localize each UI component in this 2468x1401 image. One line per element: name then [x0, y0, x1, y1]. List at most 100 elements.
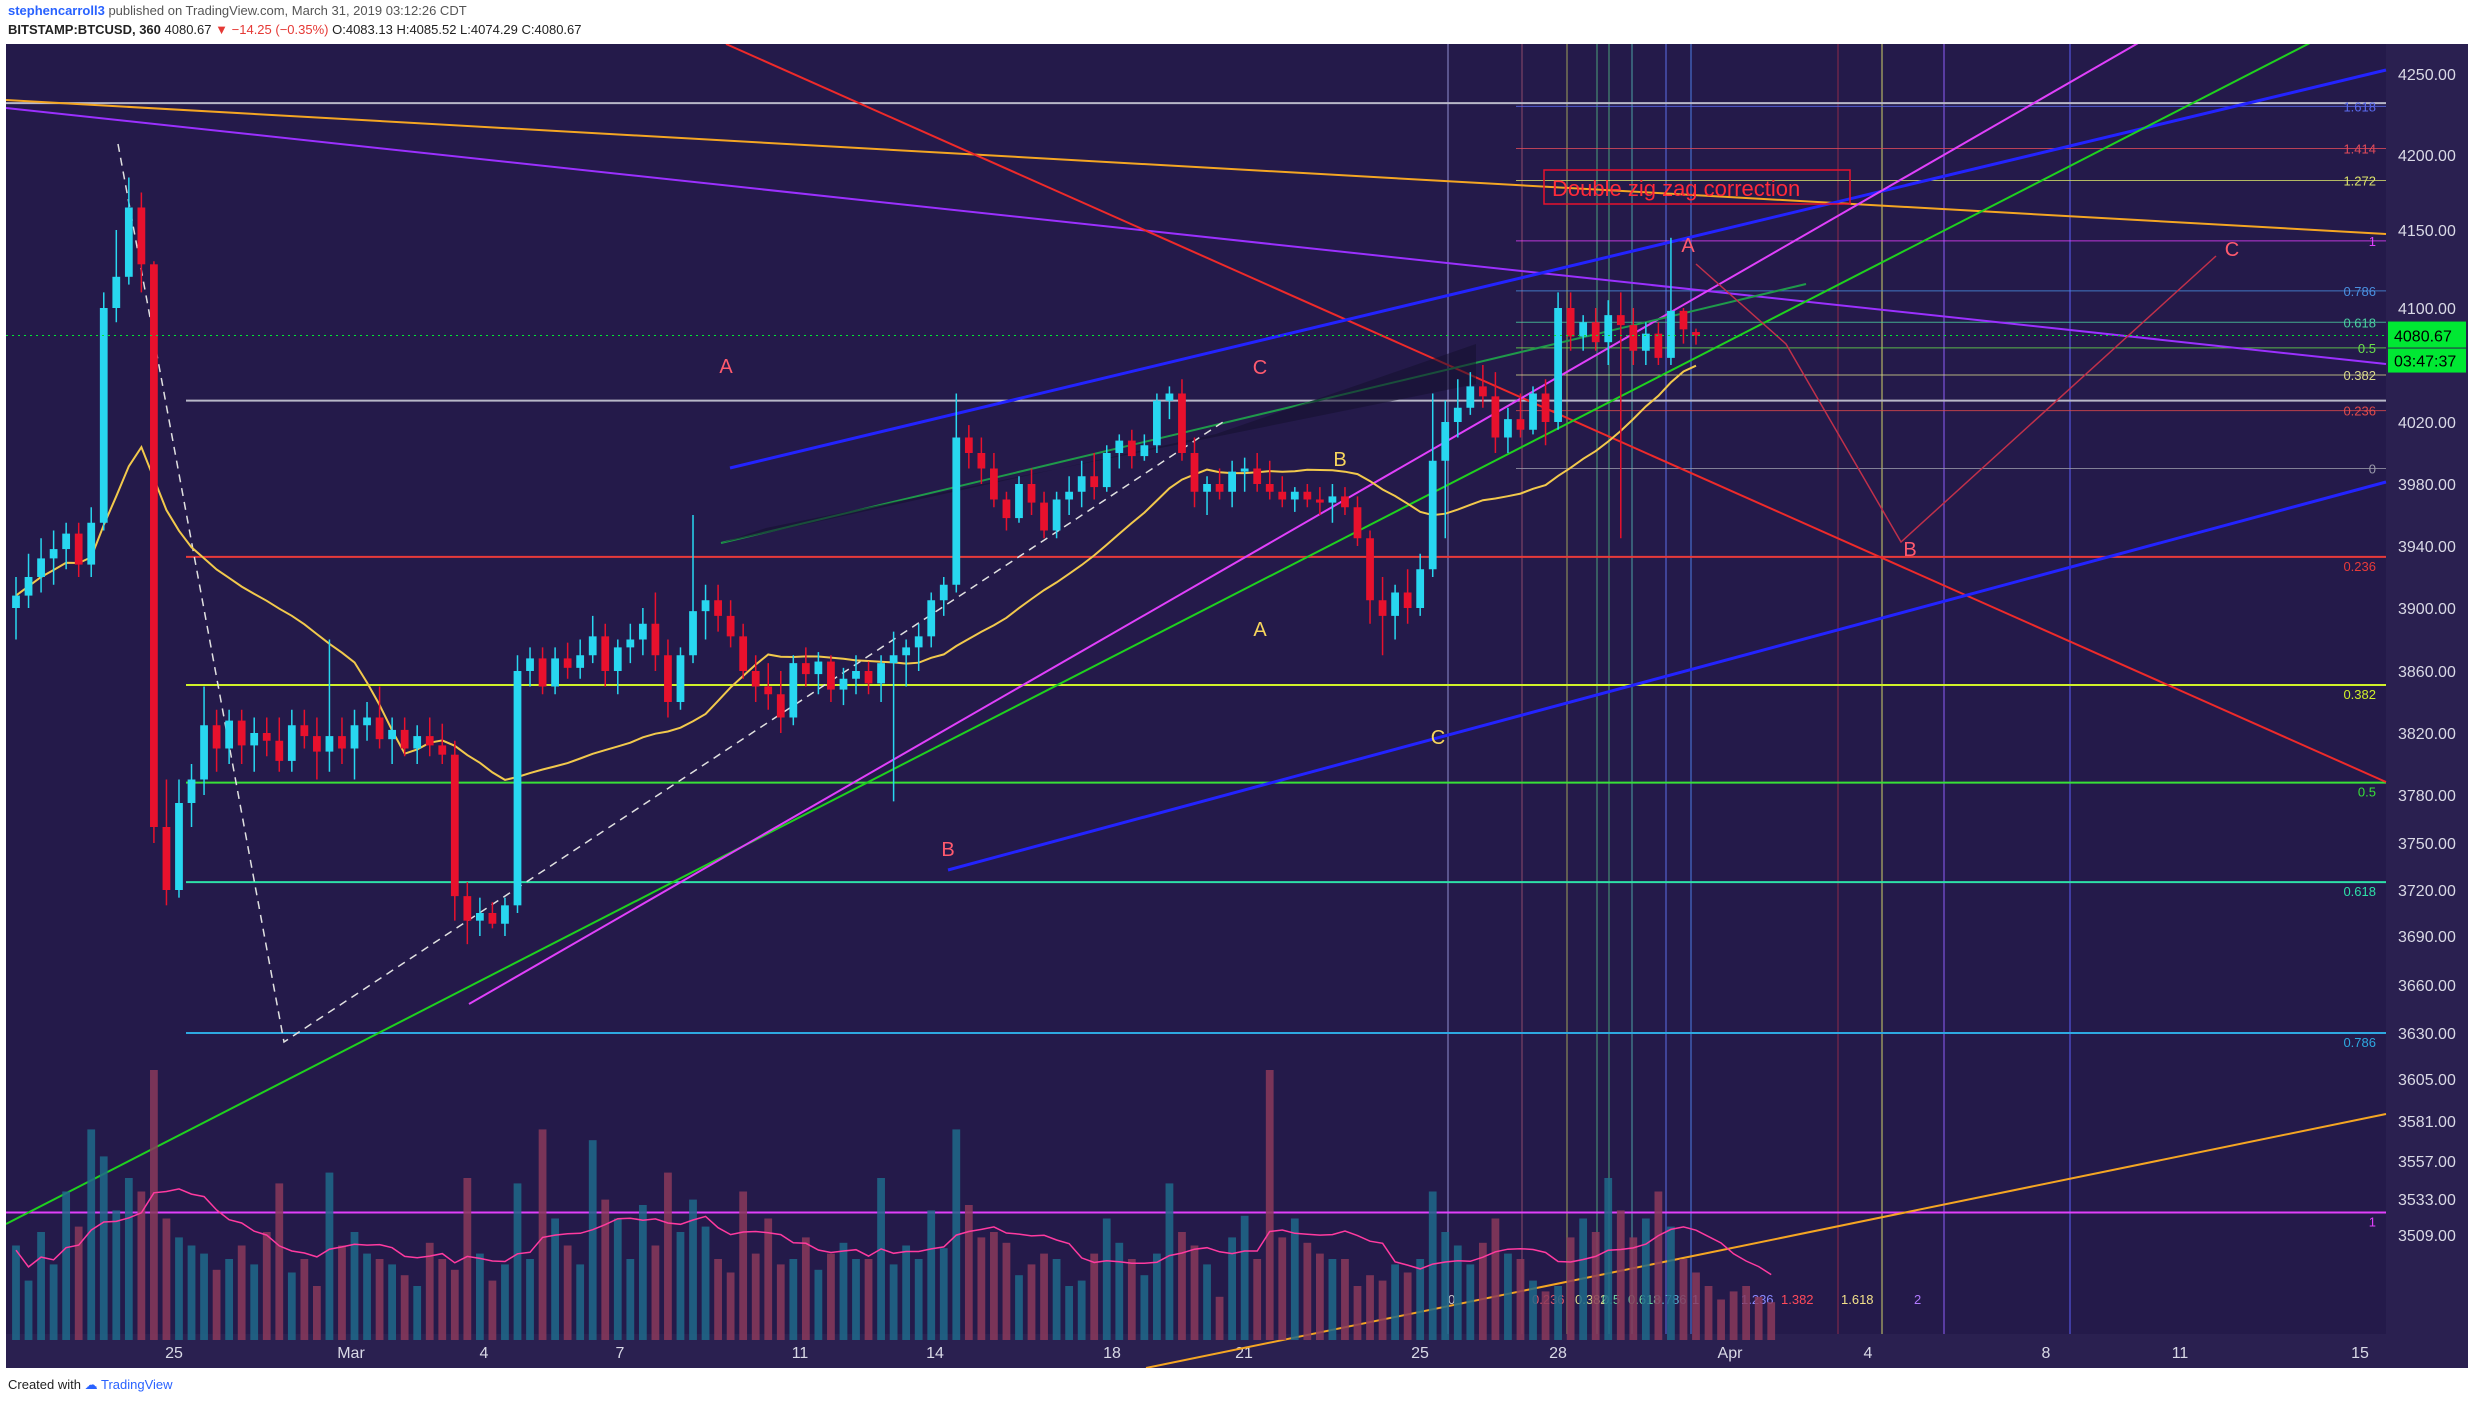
volume-bar [751, 1253, 760, 1340]
wave-label: B [1903, 539, 1916, 561]
price-tick-label: 3900.00 [2398, 601, 2456, 618]
time-tick-label: 4 [1864, 1345, 1873, 1362]
candle [463, 882, 472, 945]
candle-body [1516, 419, 1525, 430]
candle-body [1591, 322, 1600, 343]
volume-bar [338, 1245, 346, 1340]
volume-bar [676, 1232, 685, 1340]
candle-body [1178, 393, 1186, 453]
candle-body [200, 725, 208, 780]
candle-body [1040, 502, 1048, 531]
candle-body [1165, 393, 1174, 401]
price-tick-label: 3820.00 [2398, 726, 2456, 743]
candle-body [1616, 315, 1625, 326]
wave-label: C [1431, 727, 1445, 749]
price-tick-label: 3630.00 [2398, 1026, 2456, 1043]
candle [313, 717, 321, 780]
candle [1315, 487, 1324, 515]
tradingview-link[interactable]: TradingView [101, 1377, 173, 1392]
candle [1040, 491, 1048, 539]
price-tick-label: 4020.00 [2398, 415, 2456, 432]
price-tick-label: 3557.00 [2398, 1154, 2456, 1171]
price-tick-label: 3581.00 [2398, 1114, 2456, 1131]
volume-bar [425, 1242, 434, 1340]
volume-bar [112, 1210, 121, 1340]
candle-body [225, 720, 234, 749]
candle [501, 897, 509, 936]
volume-bar [1604, 1178, 1613, 1340]
volume-bar [1253, 1259, 1262, 1340]
volume-bar [475, 1253, 484, 1340]
candle-body [1303, 491, 1312, 500]
symbol-line: BITSTAMP:BTCUSD, 360 4080.67 ▼ −14.25 (−… [8, 22, 582, 37]
volume-bar [1127, 1259, 1136, 1340]
volume-bar [12, 1245, 20, 1340]
trend-line [5, 99, 2387, 235]
candle-body [400, 729, 409, 749]
candle-body [1153, 400, 1161, 446]
candle [237, 709, 246, 764]
candle [776, 671, 785, 733]
chart-area[interactable]: 4250.00 4200.00 4150.00 4100.00 4020.00 3980.… [5, 3, 2468, 1369]
candle [1667, 237, 1675, 365]
candle-body [676, 655, 685, 702]
candle-body [237, 720, 246, 746]
candle [726, 600, 735, 648]
fib-level-label: 0.786 [2343, 1035, 2376, 1050]
price-tick-label: 4150.00 [2398, 223, 2456, 240]
candle-body [1027, 484, 1036, 503]
candle [852, 655, 860, 695]
candle [877, 655, 885, 702]
volume-bar [1391, 1264, 1399, 1340]
candle [450, 740, 459, 921]
current-price-badge [2388, 321, 2466, 348]
candle [789, 655, 798, 726]
candle [601, 623, 610, 687]
candle-body [1478, 386, 1487, 397]
candle [1478, 365, 1487, 408]
volume-bar [576, 1264, 585, 1340]
candle [613, 639, 622, 695]
candle-body [438, 745, 447, 755]
volume-bar [287, 1272, 296, 1340]
candle-body [952, 437, 961, 585]
fib-level-label: 0.382 [2343, 368, 2376, 383]
symbol-name: BITSTAMP:BTCUSD, 360 [8, 22, 161, 37]
volume-bar [689, 1199, 697, 1340]
candle [1428, 393, 1437, 577]
volume-bar [237, 1245, 246, 1340]
price-tick-label: 3660.00 [2398, 978, 2456, 995]
price-chart[interactable]: 4250.00 4200.00 4150.00 4100.00 4020.00 3980.… [5, 3, 2468, 1369]
candle-body [12, 595, 20, 608]
volume-bar [450, 1269, 459, 1340]
trend-line [720, 283, 1807, 544]
candle [902, 639, 911, 687]
author-link[interactable]: stephencarroll3 [8, 3, 105, 18]
volume-bar [1278, 1237, 1287, 1340]
candle [338, 717, 346, 764]
candle [62, 522, 71, 570]
volume-bar [200, 1253, 208, 1340]
candle-body [726, 615, 735, 637]
dashed-projection [117, 143, 1227, 1044]
candle-body [1077, 476, 1086, 492]
fib-level-label: 0.236 [2343, 404, 2376, 419]
volume-bar [1403, 1272, 1412, 1340]
volume-bar [638, 1205, 647, 1340]
price-tick-label: 3720.00 [2398, 883, 2456, 900]
candle-body [1278, 491, 1287, 500]
fib-level-label: 1.272 [2343, 174, 2376, 189]
volume-bar [37, 1232, 45, 1340]
price-axis-pane [2386, 44, 2468, 1334]
candle [488, 902, 497, 929]
candle [1278, 476, 1287, 508]
volume-bar [626, 1259, 635, 1340]
candle [49, 530, 58, 585]
candle [1265, 460, 1274, 500]
candle [513, 655, 522, 913]
volume-bar [1190, 1245, 1199, 1340]
volume-bar [977, 1237, 986, 1340]
candle-body [99, 308, 108, 523]
volume-bar [1767, 1302, 1776, 1340]
volume-bar [939, 1248, 948, 1340]
